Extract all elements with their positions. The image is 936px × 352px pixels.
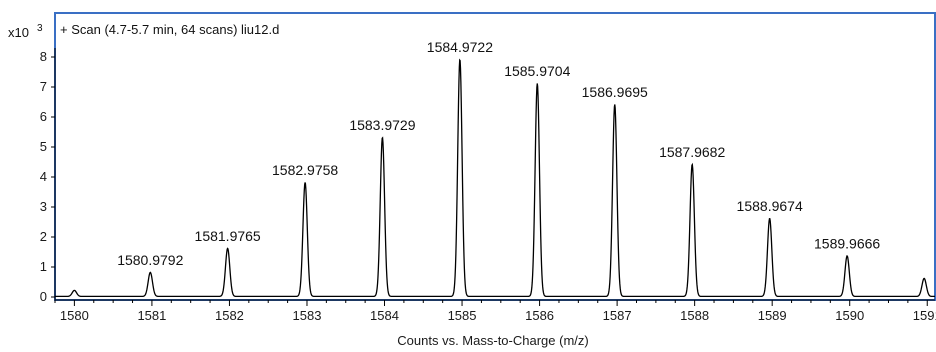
x-tick-label: 1580: [60, 308, 89, 323]
x-tick-label: 1583: [293, 308, 322, 323]
x-tick-label: 1586: [525, 308, 554, 323]
y-axis-ticks: 0 1 2 3 4 5 6 7 8: [40, 49, 55, 304]
peak-label: 1581.9765: [195, 228, 261, 244]
spectrum-trace: [55, 58, 935, 298]
peak-label: 1588.9674: [737, 198, 803, 214]
peak-label: 1583.9729: [349, 117, 415, 133]
y-tick-label: 0: [40, 289, 47, 304]
peak-label: 1587.9682: [659, 144, 725, 160]
x-tick-label: 1589: [758, 308, 787, 323]
y-tick-label: 6: [40, 109, 47, 124]
peak-label: 1580.9792: [117, 252, 183, 268]
peak-label: 1582.9758: [272, 162, 338, 178]
x-tick-label: 1584: [370, 308, 399, 323]
y-tick-label: 7: [40, 79, 47, 94]
chart-frame: [54, 12, 936, 301]
x-axis-label: Counts vs. Mass-to-Charge (m/z): [397, 333, 588, 348]
x-tick-label: 1582: [215, 308, 244, 323]
y-tick-label: 4: [40, 169, 47, 184]
x-tick-label: 1588: [680, 308, 709, 323]
y-tick-label: 3: [40, 199, 47, 214]
y-tick-label: 8: [40, 49, 47, 64]
peak-label: 1586.9695: [582, 84, 648, 100]
x-axis-ticks: 1580 1581 1582 1583 1584 1585 1586 1587 1588 1589…: [54, 300, 936, 323]
y-axis-exponent: 3: [37, 23, 43, 34]
peak-labels: 1580.9792 1581.9765 1582.9758 1583.9729 1584…: [117, 39, 880, 268]
peak-label: 1585.9704: [504, 63, 570, 79]
y-tick-label: 1: [40, 259, 47, 274]
x-tick-label: 1585: [448, 308, 477, 323]
x-tick-label: 1587: [603, 308, 632, 323]
x-tick-label: 1590: [835, 308, 864, 323]
y-tick-label: 5: [40, 139, 47, 154]
peak-label: 1589.9666: [814, 236, 880, 252]
peak-label: 1584.9722: [427, 39, 493, 55]
y-tick-label: 2: [40, 229, 47, 244]
y-axis-multiplier: x10: [8, 25, 29, 40]
x-tick-label: 1581: [137, 308, 166, 323]
chart-title: + Scan (4.7-5.7 min, 64 scans) liu12.d: [60, 22, 279, 37]
